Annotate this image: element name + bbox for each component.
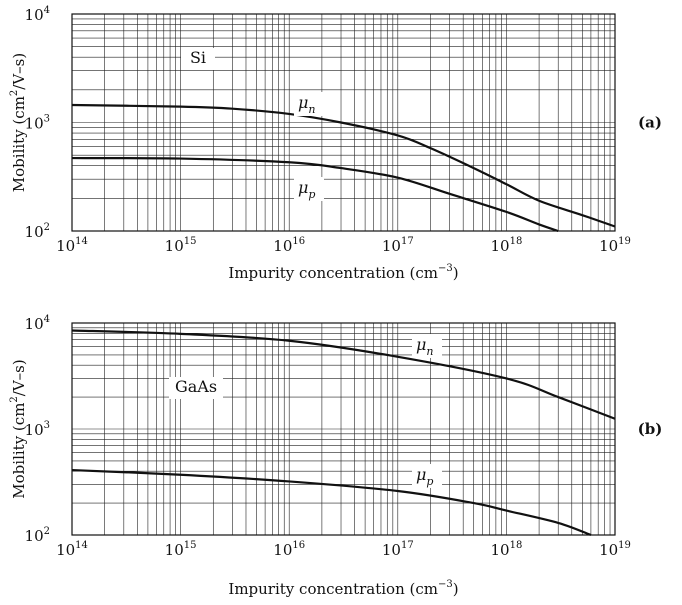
series-label-bg <box>294 92 324 116</box>
series-label-bg <box>412 464 442 488</box>
y-tick-label: 104 <box>25 314 50 333</box>
x-tick-label: 1016 <box>273 540 305 559</box>
x-tick-label: 1018 <box>490 236 522 255</box>
grid <box>71 14 615 232</box>
series-label-bg <box>294 177 324 201</box>
series-line-mu-n <box>71 329 616 420</box>
chart-panel-b: 1014 1015 1016 1017 1018 1019 102 103 104 Impurit… <box>9 314 662 598</box>
series-label-bg <box>412 334 442 358</box>
material-label: Si <box>190 48 206 67</box>
series-label-mu-p: μp <box>416 465 433 488</box>
series-line-mu-p <box>71 468 592 537</box>
series-label-mu-n: μn <box>416 335 434 358</box>
plot-frame <box>71 13 616 232</box>
chart-panel-a: 1014 1015 1016 1017 1018 1019 102 103 104 Impurit… <box>9 5 662 282</box>
series-line-mu-n <box>71 103 616 228</box>
material-label: GaAs <box>175 377 217 396</box>
x-tick-label: 1014 <box>56 540 88 559</box>
y-tick-label: 102 <box>25 526 50 545</box>
y-tick-label: 104 <box>25 5 50 24</box>
y-axis-label: Mobility (cm2/V–s) <box>9 359 28 498</box>
y-tick-label: 103 <box>25 114 50 133</box>
y-tick-label: 102 <box>25 222 50 241</box>
x-axis-label: Impurity concentration (cm−3) <box>228 263 458 282</box>
plot-frame <box>71 322 616 536</box>
panel-label: (b) <box>638 420 663 438</box>
x-tick-label: 1016 <box>273 236 305 255</box>
series-label-mu-n: μn <box>298 93 316 116</box>
panel-label: (a) <box>638 114 662 132</box>
y-axis-label: Mobility (cm2/V–s) <box>9 53 28 192</box>
series-line-mu-p <box>71 156 559 233</box>
x-tick-label: 1014 <box>56 236 88 255</box>
material-label-bg <box>181 48 215 70</box>
x-axis-label: Impurity concentration (cm−3) <box>228 579 458 598</box>
x-tick-label: 1018 <box>490 540 522 559</box>
x-tick-label: 1019 <box>599 236 631 255</box>
material-label-bg <box>169 377 223 399</box>
grid <box>71 323 615 536</box>
x-tick-label: 1015 <box>165 236 197 255</box>
x-tick-label: 1017 <box>382 236 414 255</box>
x-tick-label: 1015 <box>165 540 197 559</box>
x-tick-label: 1019 <box>599 540 631 559</box>
y-tick-label: 103 <box>25 420 50 439</box>
series-label-mu-p: μp <box>298 178 315 201</box>
x-tick-label: 1017 <box>382 540 414 559</box>
